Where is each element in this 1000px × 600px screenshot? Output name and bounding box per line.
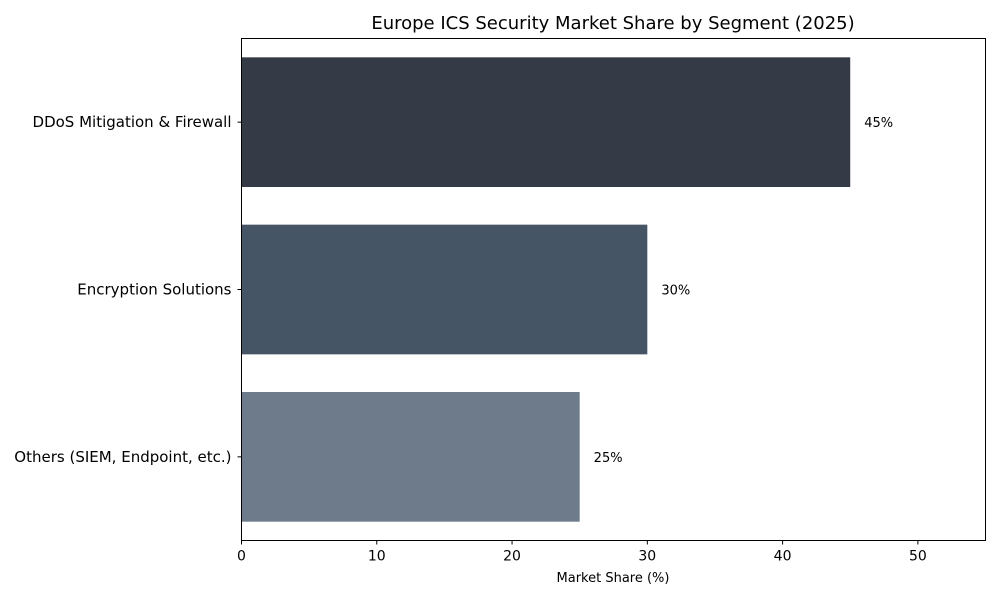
data-label: 30% [661,284,690,299]
x-tick-label: 40 [774,549,792,565]
category-labels: DDoS Mitigation & Firewall Encryption Sol… [14,113,242,466]
bars-group [241,57,851,522]
category-label: Others (SIEM, Endpoint, etc.) [14,448,231,466]
x-tick-label: 10 [368,549,386,565]
x-tick-label: 30 [638,549,656,565]
bar [241,391,580,522]
x-tick-label: 50 [909,549,927,565]
data-label: 25% [594,451,623,466]
data-labels: 45% 30% 25% [594,116,893,466]
chart-title: Europe ICS Security Market Share by Segm… [371,13,854,34]
x-axis-ticks: 0 10 20 30 40 50 [237,540,927,565]
x-tick-label: 0 [237,549,246,565]
category-label: DDoS Mitigation & Firewall [33,113,232,131]
plot-frame [241,38,986,541]
bar [241,57,851,188]
bar [241,224,648,355]
data-label: 45% [864,116,893,131]
x-tick-label: 20 [503,549,521,565]
category-label: Encryption Solutions [77,281,231,299]
x-axis-label: Market Share (%) [557,571,670,586]
